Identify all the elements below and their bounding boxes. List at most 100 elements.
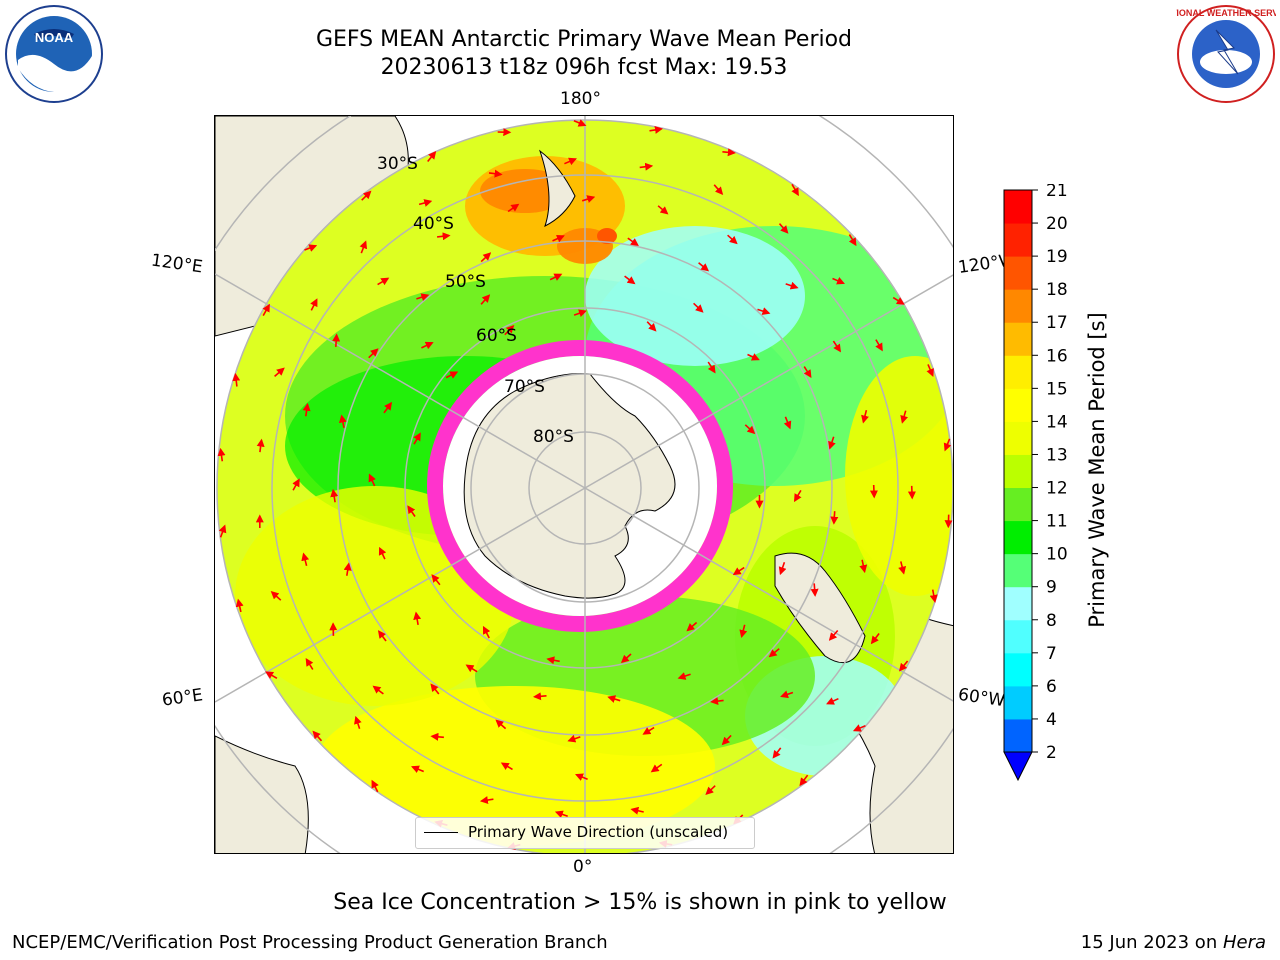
colorbar-tick-label: 16	[1046, 346, 1068, 366]
antarctica-land	[463, 373, 676, 599]
wave-direction-arrow	[768, 648, 780, 658]
wave-direction-arrow	[630, 806, 644, 815]
wave-direction-arrow	[310, 298, 318, 311]
wave-direction-arrow	[642, 726, 655, 735]
wave-direction-arrow	[430, 683, 440, 695]
wave-direction-arrow	[772, 747, 782, 759]
wave-direction-arrow	[907, 485, 916, 500]
wave-direction-arrow	[607, 695, 621, 703]
wave-direction-arrow	[832, 340, 841, 353]
wave-direction-arrow	[624, 275, 636, 285]
colorbar-segment	[1004, 553, 1032, 588]
wave-direction-arrow	[900, 410, 909, 424]
wave-direction-arrow	[427, 150, 437, 163]
wave-direction-arrow	[859, 559, 868, 574]
wave-direction-arrow	[377, 630, 387, 642]
lat-label-80s: 80°S	[533, 427, 574, 447]
wave-direction-arrow	[929, 589, 938, 603]
wave-direction-arrow	[416, 293, 430, 301]
colorbar-segment	[1004, 355, 1032, 389]
wave-direction-arrow	[488, 169, 503, 178]
wave-direction-arrow	[713, 184, 724, 196]
wave-direction-arrow	[377, 277, 390, 286]
wave-direction-arrow	[554, 810, 568, 819]
colorbar-segment	[1004, 322, 1032, 356]
colorbar-segment	[1004, 586, 1032, 621]
colorbar-extend-min	[1003, 751, 1033, 782]
colorbar-tick-label: 18	[1046, 280, 1068, 300]
wave-direction-arrow	[480, 252, 492, 263]
wave-direction-arrow	[698, 262, 710, 272]
wave-direction-arrow	[368, 473, 376, 487]
footer-machine: Hera	[1222, 932, 1266, 953]
wave-direction-arrow	[292, 478, 300, 491]
wave-direction-arrow	[305, 657, 314, 670]
wave-direction-arrow	[757, 307, 771, 315]
wave-direction-arrow	[926, 364, 934, 377]
wave-direction-arrow	[803, 366, 812, 379]
colorbar-frame	[1003, 189, 1033, 753]
wave-direction-arrow	[646, 321, 657, 332]
wave-direction-arrow	[810, 583, 819, 597]
wave-direction-arrow	[875, 339, 883, 352]
wave-direction-arrow	[378, 546, 387, 560]
colorbar-tick-label: 10	[1046, 545, 1068, 565]
wave-direction-arrow	[421, 341, 434, 350]
wave-direction-arrow	[270, 591, 282, 601]
graticule	[215, 116, 953, 853]
wave-direction-arrow	[870, 633, 880, 645]
colorbar-tick-label: 4	[1046, 710, 1057, 730]
colorbar-tick-label: 15	[1046, 379, 1068, 399]
wave-direction-arrow	[943, 438, 952, 452]
wave-direction-arrow	[861, 410, 869, 424]
colorbar-tick-label: 19	[1046, 247, 1068, 267]
wave-direction-arrow	[677, 672, 691, 680]
wave-direction-arrow	[437, 232, 451, 241]
wave-direction-arrow	[649, 125, 663, 134]
lat-label-30s: 30°S	[377, 154, 418, 174]
footer-date: 15 Jun 2023 on Hera	[1081, 932, 1266, 953]
africa-land	[215, 735, 309, 853]
wave-direction-arrow	[828, 629, 839, 641]
colorbar-segment	[1004, 718, 1032, 753]
wave-direction-arrow	[627, 237, 639, 247]
lon-label-60e: 60°E	[160, 685, 205, 711]
colorbar-segment	[1004, 190, 1032, 224]
wave-direction-arrow	[312, 730, 323, 742]
wave-direction-arrow	[413, 611, 422, 626]
wave-direction-arrow	[793, 489, 802, 503]
wave-direction-arrow	[705, 785, 716, 795]
wave-direction-arrow	[739, 624, 748, 639]
colorbar-segment	[1004, 619, 1032, 654]
wave-direction-arrow	[504, 324, 515, 336]
wave-direction-arrow	[262, 303, 270, 316]
footer-credit: NCEP/EMC/Verification Post Processing Pr…	[12, 932, 608, 953]
colorbar-segment	[1004, 520, 1032, 555]
wave-direction-arrow	[707, 361, 716, 374]
wave-direction-arrow	[639, 162, 654, 171]
wave-direction-arrow	[465, 664, 478, 673]
chart-subtitle: 20230613 t18z 096h fcst Max: 19.53	[380, 55, 788, 80]
new-zealand-land	[539, 149, 576, 227]
wave-direction-arrow	[218, 524, 227, 538]
colorbar-tick-label: 2	[1046, 743, 1057, 763]
wave-direction-arrow	[732, 566, 745, 576]
wave-direction-arrow	[747, 353, 760, 361]
wave-direction-arrow	[686, 621, 698, 632]
legend-label: Primary Wave Direction (unscaled)	[468, 823, 729, 841]
wave-direction-arrow	[722, 148, 736, 157]
wave-direction-arrow	[479, 796, 494, 804]
legend-line-sample	[424, 832, 458, 833]
wave-direction-arrow	[657, 205, 669, 215]
wave-direction-arrow	[274, 367, 285, 378]
wave-direction-arrow	[495, 719, 507, 730]
wave-direction-arrow	[368, 348, 379, 359]
wave-direction-arrow	[507, 203, 520, 213]
wave-direction-arrow	[898, 561, 907, 575]
wave-direction-arrow	[265, 671, 278, 679]
wave-direction-arrow	[301, 552, 310, 566]
colorbar-tick-label: 6	[1046, 677, 1057, 697]
lat-label-60s: 60°S	[476, 326, 517, 346]
wave-direction-arrow	[852, 724, 866, 732]
wave-direction-arrow	[430, 732, 444, 741]
